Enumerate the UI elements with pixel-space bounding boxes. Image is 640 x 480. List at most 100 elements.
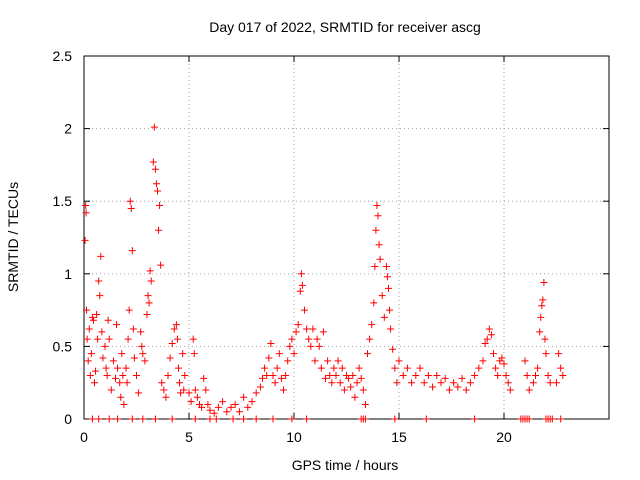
data-point [189,335,197,343]
data-point [101,342,109,350]
data-point [336,379,344,387]
data-point [490,350,497,358]
chart-title: Day 017 of 2022, SRMTID for receiver asc… [209,19,481,35]
data-point [231,400,239,408]
data-point [107,386,115,394]
y-tick-label: 1 [64,266,72,282]
y-tick-label: 0 [64,411,72,427]
data-point [408,379,416,387]
data-point [271,379,279,387]
data-point [403,364,411,372]
data-point [328,379,336,387]
data-point [391,364,399,372]
data-point [498,354,506,362]
data-point [124,335,132,343]
data-point [500,360,508,368]
data-point [185,389,193,397]
data-point [492,364,500,372]
data-point [240,393,248,401]
data-point [157,261,165,269]
data-point [151,165,159,173]
data-point [334,357,342,365]
data-point [204,400,212,408]
data-point [82,202,90,210]
data-point [235,408,243,416]
data-point [273,364,281,372]
data-point [371,263,379,271]
data-point [340,386,348,394]
data-point [144,292,152,300]
baseline-point [151,415,159,423]
data-point [126,197,134,205]
data-point [382,263,390,271]
data-point [555,350,563,358]
data-point [97,252,105,260]
data-point [395,357,403,365]
data-point [504,379,512,387]
data-point [168,339,176,347]
data-point [104,316,112,324]
data-point [87,350,95,358]
data-point [450,379,458,387]
data-point [529,379,537,387]
data-point [149,158,157,166]
data-point [112,374,119,382]
data-point [297,270,305,278]
data-point [385,284,392,292]
data-point [373,202,381,210]
data-point [540,279,548,287]
data-point [267,339,275,347]
data-point [364,350,371,358]
data-point [481,339,489,347]
data-point [380,313,388,321]
data-point [269,371,277,379]
data-point [313,335,321,343]
data-point [307,342,315,350]
data-point [85,325,93,333]
data-point [416,364,424,372]
data-point [138,342,146,350]
data-point [317,364,325,372]
baseline-point [269,415,277,423]
data-point [282,371,290,379]
data-point [128,247,136,255]
data-point [303,325,311,333]
data-point [374,212,382,220]
data-point [375,241,383,249]
data-point [544,371,552,379]
data-point [261,364,269,372]
data-point [158,379,166,387]
data-point [120,400,128,408]
data-point [84,357,92,365]
data-point [433,371,441,379]
data-point [113,321,121,329]
data-point [305,335,313,343]
data-point [441,374,449,382]
data-point [263,371,271,379]
baseline-point [525,415,533,423]
data-point [180,386,188,394]
data-point [559,371,567,379]
data-point [372,226,380,234]
data-point [502,371,510,379]
data-point [123,379,131,387]
data-point [479,357,487,365]
y-tick-label: 1.5 [53,193,73,209]
data-point [420,379,428,387]
data-point [86,371,94,379]
data-point [187,398,195,406]
data-point [290,350,298,358]
data-point [95,277,103,285]
data-point [546,379,554,387]
data-point [324,357,332,365]
data-point [155,226,163,234]
data-point [179,350,187,358]
baseline-point [240,415,248,423]
data-point [412,371,420,379]
data-point [366,335,374,343]
baseline-point [303,415,311,423]
baseline-point [252,415,260,423]
data-point [198,403,206,411]
data-point [280,386,287,394]
